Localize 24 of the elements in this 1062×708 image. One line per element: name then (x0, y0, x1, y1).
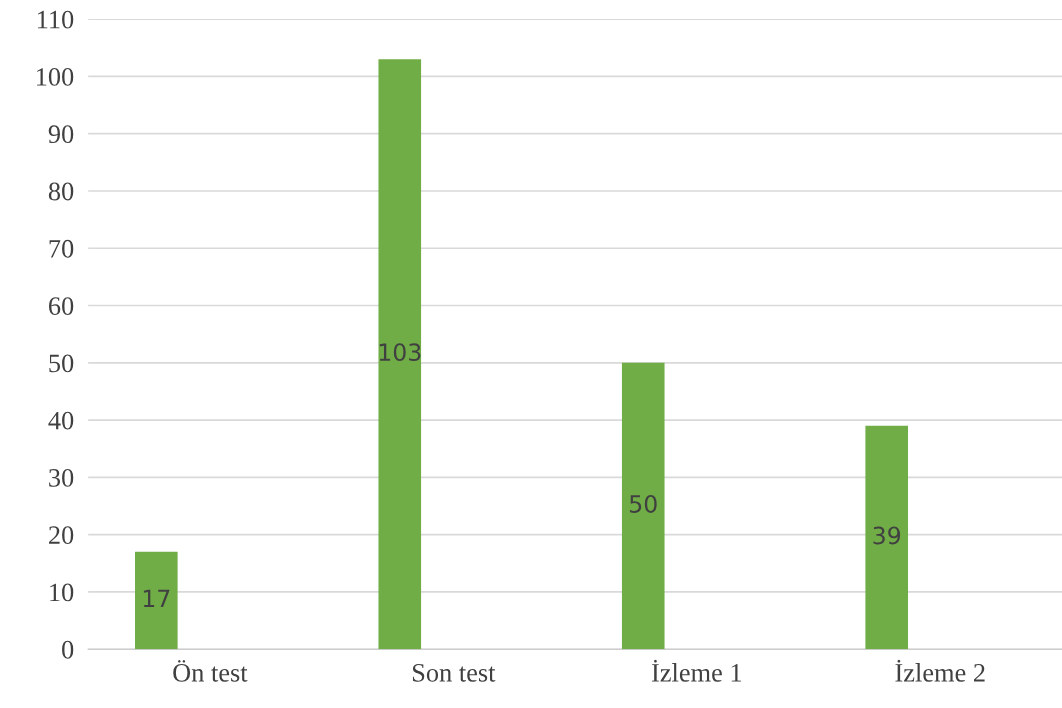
data-label: 50 (630, 495, 657, 513)
y-tick-label: 40 (48, 411, 74, 430)
data-label: 103 (379, 343, 421, 362)
bar (865, 425, 909, 650)
y-tick-label: 10 (50, 583, 74, 602)
data-label: 17 (143, 589, 170, 608)
x-tick-label: Ön test (173, 660, 248, 682)
bar (621, 362, 665, 650)
y-tick-label: 80 (48, 182, 74, 201)
x-tick-label: İzleme 1 (651, 659, 742, 682)
x-tick-label: İzleme 2 (895, 659, 985, 682)
bar (135, 551, 178, 650)
y-tick-label: 60 (49, 297, 74, 315)
y-tick-label: 30 (49, 468, 74, 487)
x-tick-label: Son test (412, 663, 496, 682)
y-tick-label: 50 (49, 354, 74, 373)
y-tick-label: 110 (37, 10, 74, 29)
y-tick-label: 100 (37, 68, 74, 86)
bar (378, 59, 422, 650)
y-tick-label: 0 (62, 640, 74, 659)
data-label: 39 (873, 526, 901, 545)
y-tick-label: 70 (49, 239, 74, 258)
y-tick-label: 20 (49, 526, 74, 545)
y-tick-label: 90 (48, 125, 74, 144)
